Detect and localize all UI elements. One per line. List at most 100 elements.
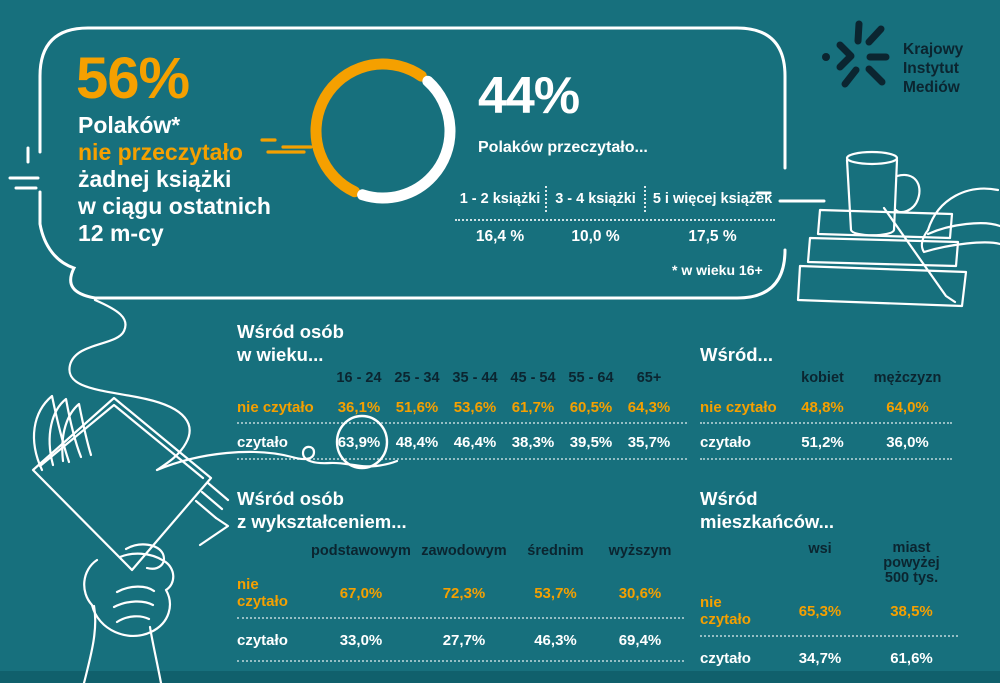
- row-label-read: czytało: [237, 434, 288, 451]
- table-cell: 48,4%: [395, 434, 439, 451]
- residence-row-not-read: nie czytało 65,3% 38,5%: [700, 594, 958, 637]
- age-footnote: * w wieku 16+: [672, 262, 763, 278]
- table-cell: 46,3%: [534, 632, 577, 649]
- col-16-24: 16 - 24: [336, 370, 382, 386]
- table-cell: 36,0%: [886, 434, 929, 451]
- age-table-title: Wśród osób w wieku...: [237, 320, 687, 366]
- table-cell: 36,1%: [337, 399, 381, 416]
- table-cell: 64,0%: [886, 399, 929, 416]
- education-table-title: Wśród osób z wykształceniem...: [237, 487, 684, 533]
- residence-table: Wśród mieszkańców... wsi miast powyżej 5…: [700, 487, 958, 680]
- residence-table-title-line2: mieszkańców...: [700, 511, 835, 532]
- not-read-caption-line4: w ciągu ostatnich: [78, 193, 271, 219]
- not-read-caption-line5: 12 m-cy: [78, 220, 164, 246]
- education-table-title-line1: Wśród osób: [237, 488, 344, 509]
- table-cell: 33,0%: [339, 632, 383, 649]
- row-label-not-read: nie czytało: [237, 399, 314, 416]
- row-label-not-read: nie czytało: [700, 594, 751, 628]
- col-55-64: 55 - 64: [568, 370, 614, 386]
- col-35-44: 35 - 44: [452, 370, 498, 386]
- col-45-54: 45 - 54: [510, 370, 556, 386]
- age-table-title-line2: w wieku...: [237, 344, 324, 365]
- row-label-not-read: nie czytało: [700, 399, 777, 416]
- read-subtitle: Polaków przeczytało...: [478, 139, 648, 156]
- category-5plus-books: 5 i więcej książek: [652, 191, 773, 207]
- donut-chart: [310, 58, 456, 204]
- education-table-header: podstawowym zawodowym średnim wyższym: [237, 543, 684, 559]
- table-cell: 65,3%: [798, 602, 842, 620]
- read-percentage: 44%: [478, 67, 580, 125]
- age-row-read: czytało 63,9% 48,4% 46,4% 38,3% 39,5% 35…: [237, 424, 687, 460]
- row-label-read: czytało: [237, 632, 288, 649]
- book-in-hand-illustration: [31, 394, 230, 683]
- table-cell: 53,7%: [534, 584, 577, 602]
- table-cell: 35,7%: [627, 434, 671, 451]
- table-cell: 30,6%: [618, 584, 662, 602]
- read-categories-values: 16,4 % 10,0 % 17,5 %: [455, 228, 779, 246]
- table-cell: 46,4%: [453, 434, 497, 451]
- education-row-read: czytało 33,0% 27,7% 46,3% 69,4%: [237, 619, 684, 662]
- table-cell: 51,6%: [395, 399, 439, 416]
- table-cell: 64,3%: [627, 399, 671, 416]
- table-cell: 72,3%: [442, 584, 486, 602]
- residence-table-title-line1: Wśród: [700, 488, 758, 509]
- col-secondary: średnim: [527, 543, 584, 559]
- col-primary: podstawowym: [311, 543, 411, 559]
- thread-squiggle: [68, 298, 191, 472]
- table-cell: 60,5%: [569, 399, 613, 416]
- col-higher: wyższym: [608, 543, 672, 559]
- age-table-header: 16 - 24 25 - 34 35 - 44 45 - 54 55 - 64 …: [237, 370, 687, 386]
- kim-logo-icon: [822, 20, 890, 88]
- table-cell: 38,3%: [511, 434, 555, 451]
- value-5plus-books: 17,5 %: [688, 228, 737, 245]
- residence-table-title: Wśród mieszkańców...: [700, 487, 958, 533]
- bottom-accent-band: [0, 671, 1000, 683]
- kim-logo-line3: Mediów: [903, 79, 960, 96]
- kim-logo-line1: Krajowy: [903, 41, 964, 58]
- gender-table-header: kobiet mężczyzn: [700, 370, 952, 386]
- category-3-4-books: 3 - 4 książki: [555, 191, 636, 207]
- table-cell: 61,6%: [890, 650, 933, 667]
- gender-row-read: czytało 51,2% 36,0%: [700, 424, 952, 460]
- residence-table-header: wsi miast powyżej 500 tys.: [700, 541, 958, 586]
- value-1-2-books: 16,4 %: [475, 228, 525, 245]
- not-read-caption-line3: żadnej książki: [78, 166, 232, 192]
- table-cell: 34,7%: [798, 650, 842, 667]
- education-table: Wśród osób z wykształceniem... podstawow…: [237, 487, 684, 662]
- age-table: Wśród osób w wieku... 16 - 24 25 - 34 35…: [237, 320, 687, 460]
- donut-read-arc: [310, 58, 456, 204]
- table-cell: 27,7%: [442, 632, 486, 649]
- row-label-read: czytało: [700, 434, 751, 451]
- age-row-not-read: nie czytało 36,1% 51,6% 53,6% 61,7% 60,5…: [237, 399, 687, 424]
- col-big-city: miast powyżej 500 tys.: [883, 540, 940, 586]
- not-read-caption: Polaków* nie przeczytało żadnej książki …: [78, 112, 271, 247]
- education-row-not-read: nie czytało 67,0% 72,3% 53,7% 30,6%: [237, 576, 684, 619]
- row-label-read: czytało: [700, 650, 751, 667]
- table-cell: 38,5%: [890, 602, 933, 620]
- age-table-title-line1: Wśród osób: [237, 321, 344, 342]
- donut-not-read-arc: [310, 58, 456, 204]
- read-categories-row: 1 - 2 książki 3 - 4 książki 5 i więcej k…: [455, 186, 779, 212]
- col-men: mężczyzn: [873, 370, 942, 386]
- kim-logo-text: Krajowy Instytut Mediów: [903, 40, 963, 97]
- table-cell-circled: 63,9%: [337, 434, 381, 451]
- value-3-4-books: 10,0 %: [571, 228, 620, 245]
- table-cell: 69,4%: [618, 632, 662, 649]
- table-cell: 53,6%: [453, 399, 497, 416]
- col-65plus: 65+: [636, 370, 662, 386]
- table-cell: 67,0%: [339, 584, 383, 602]
- table-cell: 48,8%: [801, 399, 844, 416]
- not-read-caption-line2: nie przeczytało: [78, 139, 243, 165]
- col-women: kobiet: [801, 370, 844, 386]
- row-label-not-read: nie czytało: [237, 576, 288, 610]
- education-table-title-line2: z wykształceniem...: [237, 511, 407, 532]
- table-cell: 39,5%: [569, 434, 613, 451]
- kim-logo-line2: Instytut: [903, 60, 959, 77]
- table-cell: 61,7%: [511, 399, 555, 416]
- gender-table-title: Wśród...: [700, 344, 773, 365]
- gender-row-not-read: nie czytało 48,8% 64,0%: [700, 399, 952, 424]
- col-village: wsi: [808, 541, 832, 557]
- dotted-divider: [455, 219, 775, 221]
- mug-and-books-illustration: [796, 150, 1000, 308]
- category-1-2-books: 1 - 2 książki: [459, 191, 541, 207]
